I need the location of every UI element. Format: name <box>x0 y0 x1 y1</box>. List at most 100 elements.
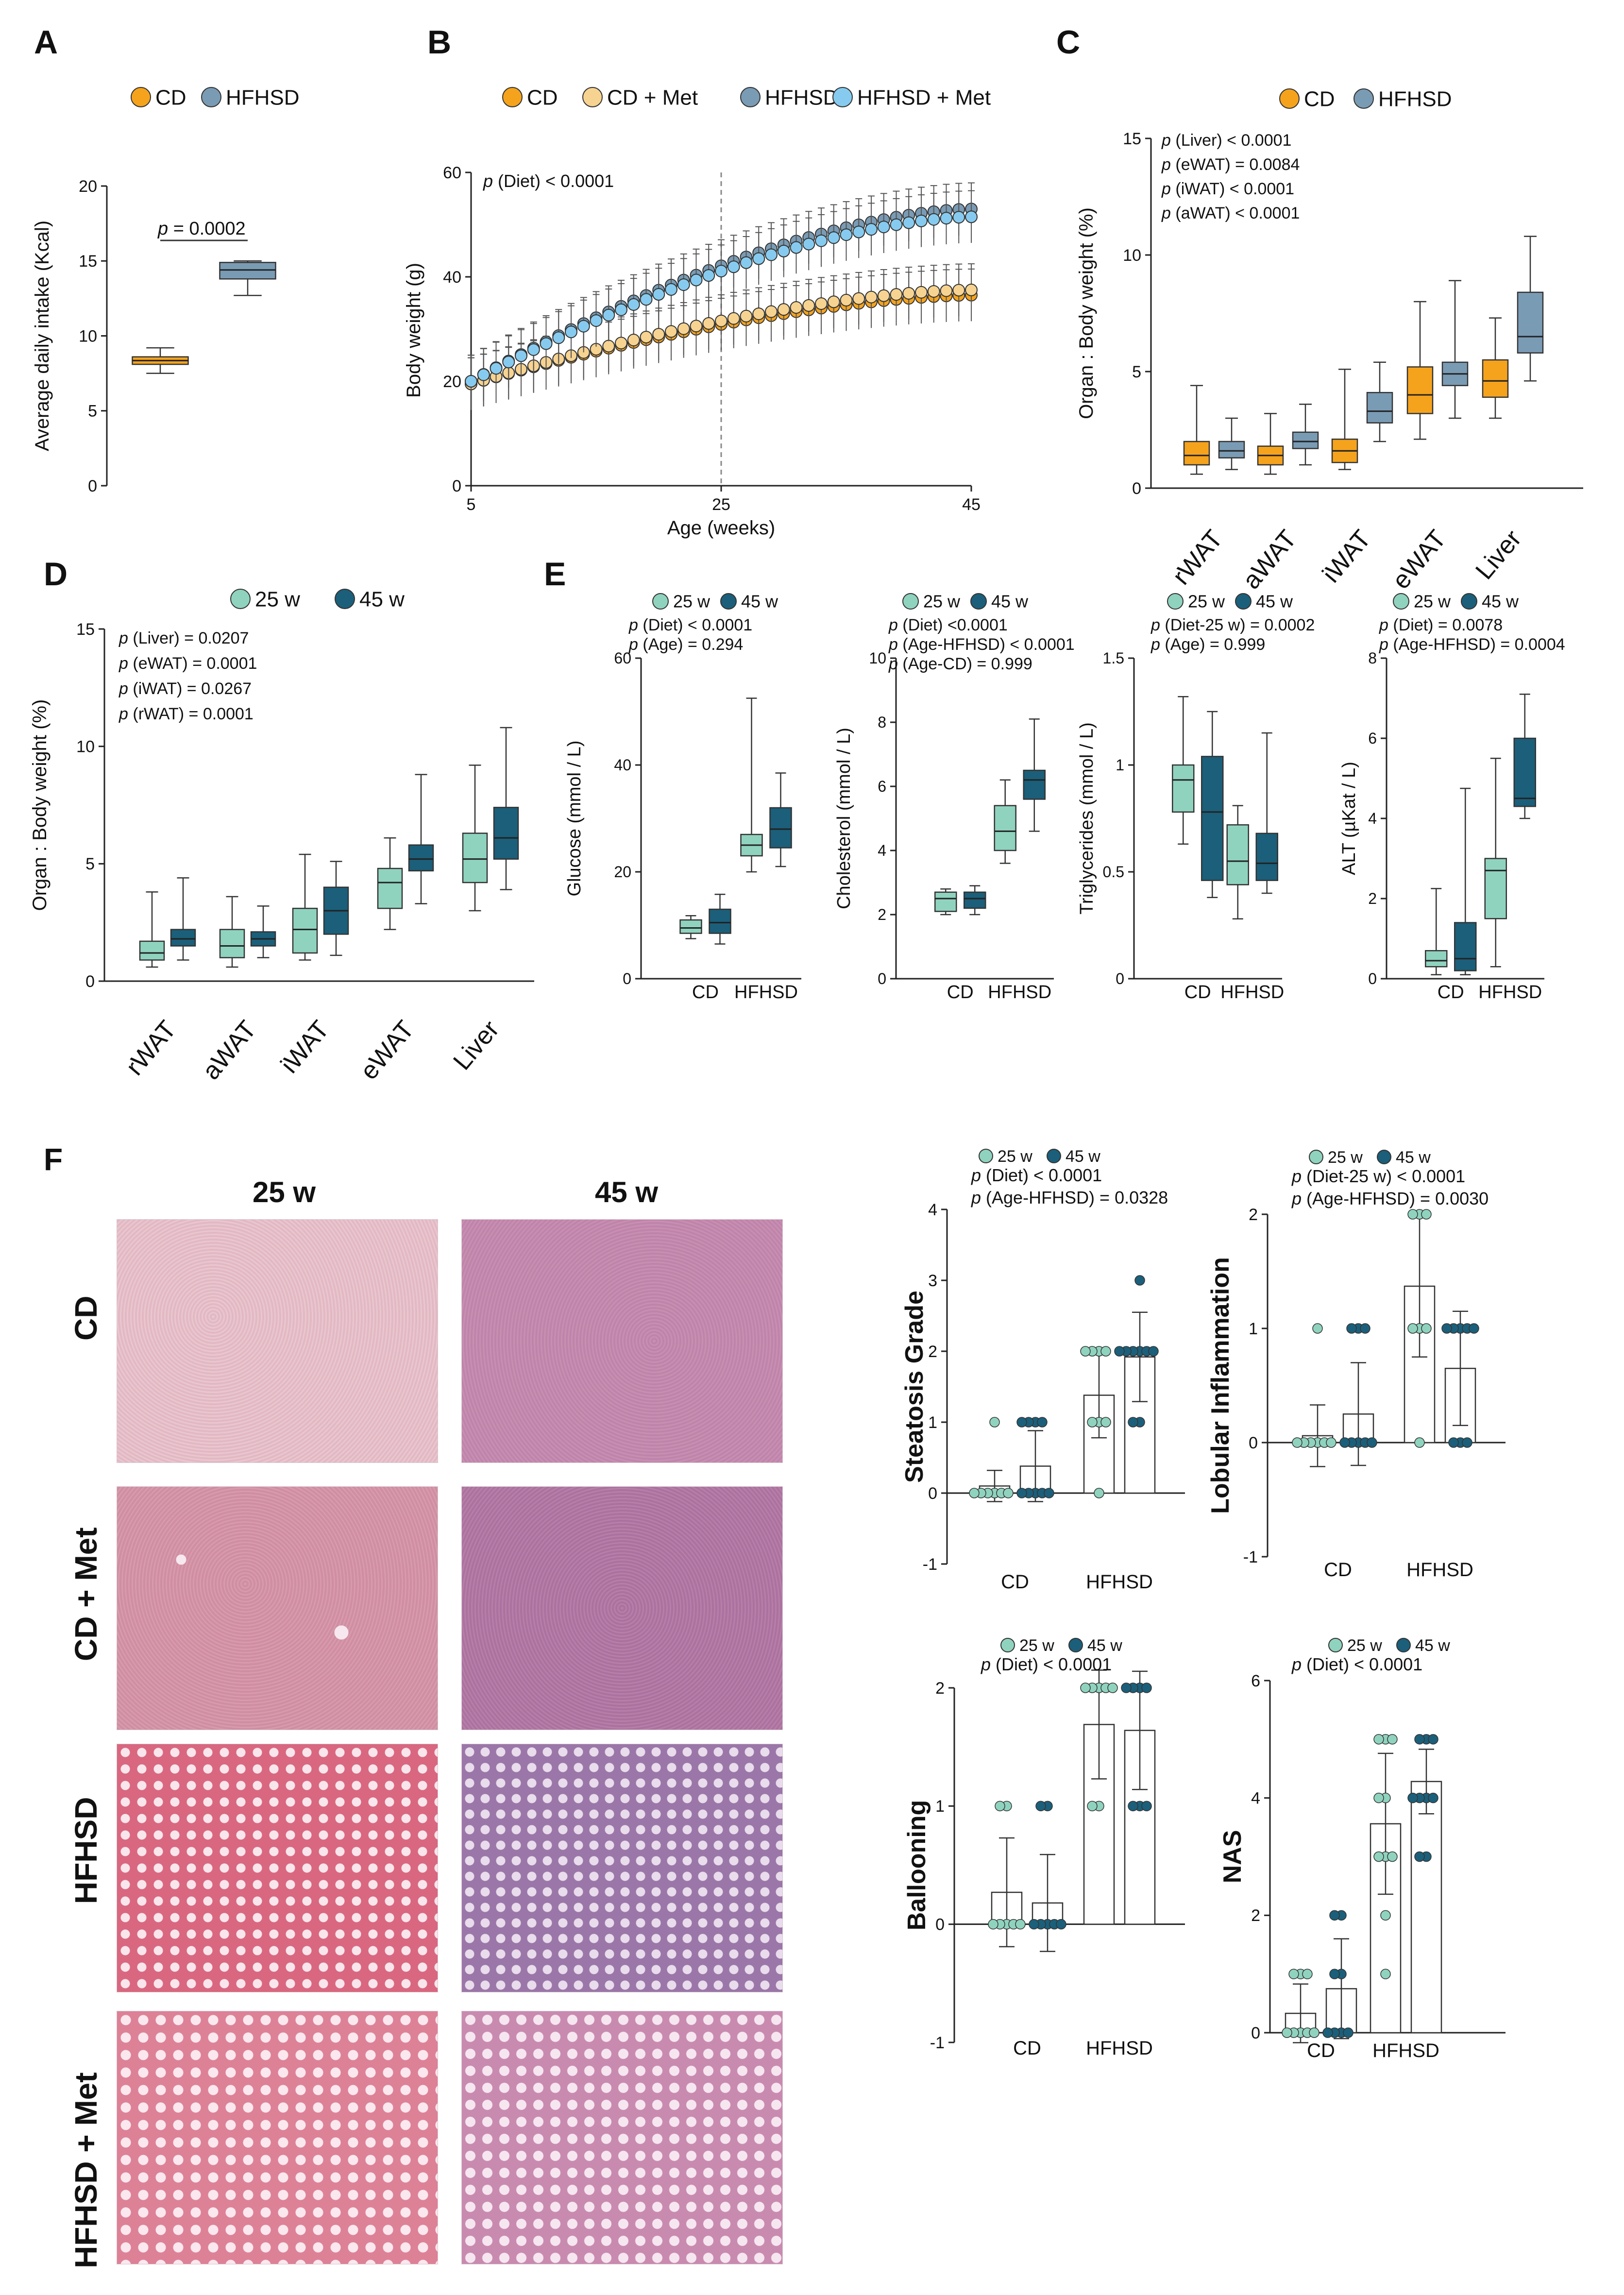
panel-F2-y-label: Lobular Inflammation <box>1206 1257 1235 1514</box>
panel-E3-annotation: p (Diet-25 w) = 0.0002 <box>1150 616 1315 634</box>
panel-F2-bar-w25-hfhsd-point <box>1421 1209 1432 1220</box>
panel-E4-annotation: p (Age-HFHSD) = 0.0004 <box>1379 635 1565 654</box>
panel-E4-w45-legend-marker <box>1461 593 1477 610</box>
panel-F1-y-tick-label: 3 <box>928 1272 937 1290</box>
panel-F1-annotation: p (Diet) < 0.0001 <box>971 1165 1102 1185</box>
panel-B-point-hfhsd_met <box>602 308 615 322</box>
panel-F3-bar-w45-hfhsd-point <box>1141 1801 1152 1812</box>
panel-B-point-cd_met <box>627 334 640 347</box>
panel-A-y-tick-label: 20 <box>79 177 97 196</box>
histology-image-cd-met-45w <box>461 1486 783 1730</box>
panel-E3-y-tick-label: 1 <box>1116 756 1124 774</box>
panel-B-y-label: Body weight (g) <box>403 263 424 398</box>
panel-E-w45-legend-label: 45 w <box>741 592 778 612</box>
panel-F3-w25-legend-marker <box>1000 1638 1015 1652</box>
hist-row-label-cd: CD <box>68 1295 103 1341</box>
panel-E2-box-w25-0-box <box>934 891 957 912</box>
panel-A-box-hfhsd-box <box>219 262 276 280</box>
panel-B-point-cd_met <box>677 322 690 335</box>
panel-F2-bar-w25-hfhsd-point <box>1421 1323 1432 1334</box>
panel-B-point-hfhsd_met <box>890 218 903 231</box>
panel-E-box-w45-1-box <box>769 807 792 849</box>
panel-F4-annotation: p (Diet) < 0.0001 <box>1291 1654 1422 1674</box>
panel-B-point-cd_met <box>652 328 665 341</box>
panel-E2-x-tick-label: HFHSD <box>988 982 1051 1003</box>
panel-F2-bar-w45-cd-point <box>1339 1437 1350 1448</box>
panel-E3-y-tick-label: 0 <box>1116 970 1124 987</box>
panel-letter-F: F <box>44 1142 63 1177</box>
panel-C-y-tick-label: 10 <box>1123 246 1141 265</box>
panel-E2-w45-legend-label: 45 w <box>991 592 1029 612</box>
panel-F3-bar-w25-cd-point <box>1015 1919 1026 1930</box>
panel-B-point-hfhsd_met <box>865 223 878 236</box>
panel-B-point-cd_met <box>915 286 928 299</box>
panel-D-annotation: p (rWAT) = 0.0001 <box>118 705 254 723</box>
panel-E4-box-w45-0-box <box>1454 922 1477 971</box>
panel-B-point-hfhsd_met <box>952 211 965 224</box>
panel-B-point-hfhsd_met <box>715 265 727 278</box>
panel-A-cd-legend-label: CD <box>155 85 186 109</box>
panel-E-x-tick-label: CD <box>692 982 719 1003</box>
panel-E3-box-w45-0-box <box>1201 756 1224 881</box>
panel-B-point-hfhsd_met <box>690 273 703 287</box>
panel-E4-y-tick-label: 2 <box>1368 890 1377 907</box>
panel-F3-w45-legend-marker <box>1068 1638 1083 1652</box>
panel-C-box-cd-4-box <box>1482 359 1509 398</box>
panel-E4-x-tick-label: CD <box>1438 982 1464 1003</box>
panel-E4-y-tick-label: 0 <box>1368 970 1377 987</box>
panel-F4-bar-w25-hfhsd-point <box>1380 1910 1391 1921</box>
panel-E2-x-tick-label: CD <box>947 982 974 1003</box>
panel-F4-bar-w25-cd-point <box>1309 2027 1320 2038</box>
panel-B-point-cd_met <box>902 287 915 300</box>
panel-D-box-w25-4-box <box>462 833 488 884</box>
panel-E3-y-label: Triglycerides (mmol / L) <box>1077 722 1097 915</box>
panel-E3-w45-legend-marker <box>1235 593 1252 610</box>
panel-B-point-hfhsd_met <box>765 248 778 261</box>
panel-letter-A: A <box>34 24 58 61</box>
panel-F3-x-tick-label: CD <box>1013 2038 1041 2059</box>
panel-E2-y-tick-label: 6 <box>878 778 886 795</box>
panel-B-point-cd_met <box>777 303 790 316</box>
panel-E4-box-w25-0-box <box>1425 950 1448 968</box>
panel-F3-bar-w25-cd-point <box>988 1919 998 1930</box>
panel-B-point-hfhsd_met <box>627 298 640 311</box>
panel-F2-bar-w45-cd-point <box>1346 1323 1357 1334</box>
panel-F1-bar-w25-hfhsd-point <box>1087 1417 1098 1428</box>
panel-B-point-cd_met <box>690 320 703 333</box>
hist-row-label-hfhsd: HFHSD <box>68 1797 103 1904</box>
panel-B-point-cd_met <box>840 293 853 306</box>
panel-A-hfhsd-legend-marker <box>201 87 221 107</box>
panel-F1-w25-legend-label: 25 w <box>998 1147 1032 1166</box>
histology-image-hfhsd-25w <box>117 1744 438 1992</box>
panel-B-point-hfhsd_met <box>615 303 627 316</box>
panel-F4-bar-w25-hfhsd-point <box>1373 1792 1384 1803</box>
panel-F1-bar-w25-hfhsd-point <box>1100 1346 1111 1357</box>
panel-B-point-hfhsd_met <box>915 214 928 227</box>
panel-F4-bar-w25-hfhsd-point <box>1380 1969 1391 1979</box>
panel-A-hfhsd-legend-label: HFHSD <box>226 85 300 109</box>
panel-F2-w45-legend-marker <box>1377 1150 1391 1164</box>
panel-F3-bar-w45-hfhsd-point <box>1141 1683 1152 1693</box>
panel-E-w25-legend-label: 25 w <box>673 592 710 612</box>
panel-A-y-tick-label: 0 <box>88 477 97 495</box>
panel-D-box-w25-3-box <box>377 867 403 909</box>
panel-F4-y-tick-label: 6 <box>1251 1672 1260 1690</box>
panel-F1-annotation: p (Age-HFHSD) = 0.0328 <box>971 1188 1168 1207</box>
panel-F4-bar-w45-hfhsd-point <box>1407 1792 1418 1803</box>
panel-F2-bar-w25-cd-point <box>1326 1437 1336 1448</box>
panel-D-box-w25-0-box <box>139 940 165 961</box>
panel-B-point-cd_met <box>952 284 965 297</box>
panel-B-point-cd_met <box>815 297 828 310</box>
histology-image-cd-met-25w <box>117 1486 438 1730</box>
panel-F3-bar-w25-cd-point <box>995 1801 1005 1812</box>
panel-A-cd-legend-marker <box>131 87 151 107</box>
panel-F1-bar-w25-cd-point <box>989 1417 1000 1428</box>
panel-B-point-hfhsd_met <box>640 293 653 306</box>
panel-E2-box-w45-0-box <box>964 891 986 909</box>
panel-B-point-hfhsd_met <box>527 343 540 356</box>
panel-D-w25-legend-label: 25 w <box>255 587 300 611</box>
panel-D-box-w25-1-box <box>219 929 245 958</box>
panel-F4-bar-w25-hfhsd-point <box>1387 1851 1398 1862</box>
panel-C-hfhsd-legend-label: HFHSD <box>1378 87 1452 111</box>
